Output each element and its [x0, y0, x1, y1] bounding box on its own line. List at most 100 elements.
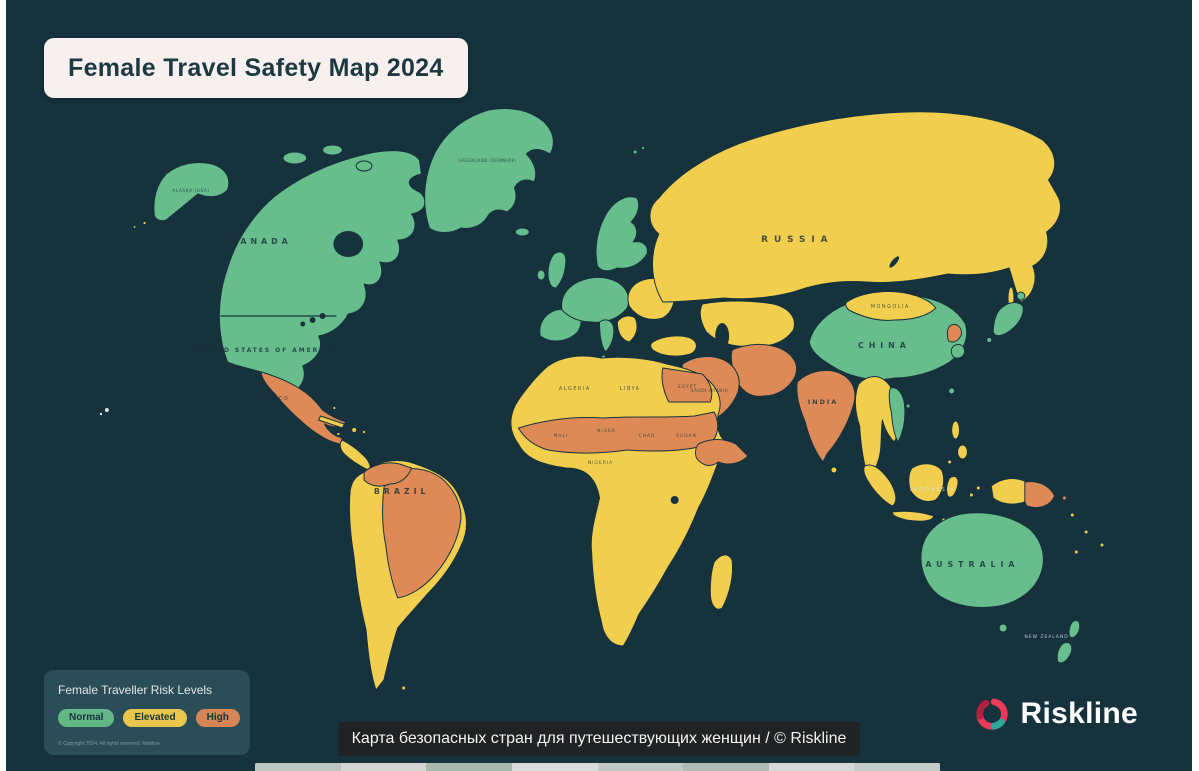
legend: Female Traveller Risk Levels Normal Elev…	[44, 670, 250, 755]
region-oceania	[920, 512, 1081, 664]
continent-europe	[536, 145, 697, 360]
region-southeast-asia	[854, 376, 1105, 555]
pacific-islands	[1069, 512, 1105, 555]
legend-copyright: © Copyright 2024. All rights reserved. R…	[58, 741, 160, 747]
country-tasmania	[998, 623, 1008, 633]
caption-text: Карта безопасных стран для путешествующи…	[351, 730, 847, 747]
hokkaido-island	[1016, 291, 1026, 301]
label-chad: CHAD	[639, 433, 656, 439]
page-title: Female Travel Safety Map 2024	[68, 53, 444, 82]
great-lake	[309, 317, 316, 323]
hudson-bay	[333, 231, 364, 257]
region-central-asia	[699, 300, 795, 347]
lake-baikal	[889, 256, 900, 268]
label-russia: RUSSIA	[761, 235, 833, 245]
region-scandinavia	[595, 196, 648, 272]
label-canada: CANADA	[231, 237, 292, 246]
label-greenland: GREENLAND (DENMARK)	[459, 158, 517, 163]
country-vietnam	[888, 387, 906, 443]
country-taiwan	[948, 387, 956, 395]
label-india: INDIA	[808, 398, 838, 406]
region-iran-pakistan	[730, 343, 797, 397]
kyushu-island	[986, 337, 993, 343]
legend-pill-high: High	[195, 709, 240, 727]
region-russia-central-asia	[646, 111, 1061, 349]
country-australia	[920, 512, 1044, 609]
label-new-zealand: NEW ZEALAND	[1025, 634, 1069, 640]
label-saudi-arabia: SAUDI ARABIA	[690, 388, 728, 394]
title-card: Female Travel Safety Map 2024	[44, 38, 468, 98]
country-italy	[599, 319, 615, 353]
label-nigeria: NIGERIA	[588, 460, 613, 466]
region-new-guinea-west	[990, 478, 1028, 505]
black-sea	[646, 319, 671, 333]
caption-bar: Карта безопасных стран для путешествующи…	[338, 722, 860, 756]
region-horn-of-africa	[694, 439, 749, 466]
legend-title: Female Traveller Risk Levels	[58, 683, 213, 697]
new-britain-island	[1061, 495, 1067, 501]
country-north-korea	[946, 323, 963, 343]
svalbard-island	[640, 145, 646, 151]
legend-pills: Normal Elevated High	[58, 709, 240, 727]
country-turkey	[650, 335, 697, 357]
map-labels: ALASKA (USA) GREENLAND (DENMARK) CANADA …	[172, 158, 1069, 640]
label-mongolia: MONGOLIA	[871, 304, 910, 310]
region-east-asia	[808, 291, 1026, 409]
label-brazil: BRAZIL	[374, 487, 430, 496]
continent-south-america	[348, 459, 467, 691]
great-lake	[319, 313, 326, 319]
country-new-zealand	[1056, 619, 1081, 664]
aleutian-island	[132, 225, 137, 229]
label-usa: UNITED STATES OF AMERICA	[194, 347, 336, 354]
region-indochina	[854, 376, 899, 475]
country-japan	[992, 302, 1024, 337]
label-indonesia: INDONESIA	[910, 487, 955, 493]
hainan-island	[905, 403, 911, 409]
bottom-edge-strip	[255, 763, 940, 771]
legend-pill-elevated: Elevated	[123, 709, 187, 727]
country-mexico	[260, 371, 347, 445]
label-sudan: SUDAN	[676, 433, 697, 439]
country-philippines	[947, 420, 968, 465]
brand-name: Riskline	[1020, 697, 1138, 730]
hawaii-island	[99, 412, 103, 416]
country-greenland	[424, 108, 554, 233]
label-algeria: ALGERIA	[559, 386, 591, 392]
legend-pill-normal: Normal	[58, 709, 115, 727]
country-mongolia	[845, 291, 937, 321]
region-central-america	[260, 371, 371, 471]
country-uk	[547, 251, 567, 289]
great-lake	[300, 321, 306, 327]
country-south-korea	[950, 343, 966, 359]
country-alaska	[153, 161, 230, 222]
label-egypt: EGYPT	[678, 384, 697, 390]
arctic-islands	[282, 144, 373, 172]
riskline-logo-icon	[975, 698, 1008, 730]
label-libya: LIBYA	[620, 386, 641, 392]
country-madagascar	[709, 554, 734, 610]
region-central-america-isthmus	[339, 439, 371, 471]
region-balkans	[616, 315, 638, 343]
country-russia	[649, 111, 1061, 303]
continent-africa	[510, 355, 749, 647]
world-map: ALASKA (USA) GREENLAND (DENMARK) CANADA …	[99, 108, 1105, 691]
hawaii-island	[104, 408, 109, 412]
country-sri-lanka	[830, 466, 838, 474]
continent-north-america	[99, 108, 554, 416]
country-india	[796, 369, 856, 463]
country-egypt	[661, 367, 713, 403]
region-western-europe	[561, 277, 630, 323]
label-mali: MALI	[554, 433, 569, 439]
label-niger: NIGER	[597, 428, 616, 434]
country-brazil	[382, 468, 462, 599]
region-colombia-venezuela	[363, 462, 413, 487]
country-papua-new-guinea	[1024, 481, 1056, 509]
label-alaska: ALASKA (USA)	[172, 188, 209, 194]
aleutian-island	[142, 220, 147, 226]
caspian-sea	[715, 323, 730, 349]
country-iceland	[514, 227, 530, 237]
label-australia: AUSTRALIA	[925, 560, 1019, 569]
lake-victoria	[670, 496, 679, 504]
caribbean-islands	[318, 405, 367, 437]
falkland-islands	[401, 685, 407, 691]
